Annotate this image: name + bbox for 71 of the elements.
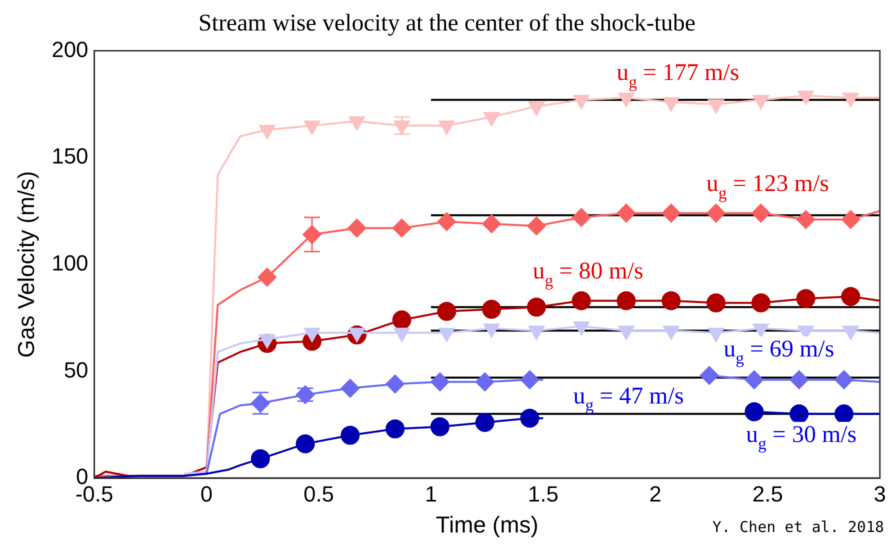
- point: [751, 204, 770, 223]
- x-tick-label: 2: [649, 481, 662, 506]
- point: [304, 120, 320, 136]
- point: [340, 426, 360, 445]
- point: [482, 300, 502, 319]
- x-tick-label: 2.5: [752, 481, 783, 506]
- point: [520, 370, 540, 390]
- point: [751, 293, 770, 312]
- point: [430, 372, 450, 392]
- y-tick-label: 150: [52, 144, 88, 169]
- point: [706, 293, 726, 312]
- point: [841, 210, 860, 230]
- point: [616, 204, 636, 223]
- point: [834, 370, 854, 390]
- point: [348, 116, 366, 131]
- x-tick-label: 0.5: [303, 481, 334, 506]
- point: [798, 90, 814, 106]
- point: [708, 99, 724, 114]
- x-tick-label: 3: [874, 481, 886, 506]
- point: [438, 120, 455, 136]
- point: [482, 214, 502, 234]
- y-tick-label: 100: [52, 250, 88, 276]
- point: [834, 404, 854, 424]
- point: [572, 208, 591, 227]
- point: [347, 218, 366, 238]
- point: [752, 94, 770, 110]
- point: [392, 218, 412, 238]
- point: [437, 302, 456, 321]
- point: [700, 366, 719, 385]
- x-tick-label: 1.5: [528, 481, 559, 506]
- point: [616, 291, 636, 310]
- y-axis-title: Gas Velocity (m/s): [13, 171, 40, 358]
- point: [573, 94, 590, 110]
- x-axis-title: Time (ms): [436, 512, 538, 538]
- point: [483, 112, 500, 127]
- x-tick-label: 1: [424, 481, 438, 506]
- point: [520, 408, 540, 428]
- point: [662, 204, 681, 223]
- point: [475, 372, 494, 392]
- point: [790, 404, 809, 424]
- point: [258, 124, 276, 140]
- point: [258, 268, 277, 287]
- y-tick-label: 50: [64, 357, 88, 382]
- point: [618, 92, 635, 108]
- point: [706, 204, 726, 223]
- point: [842, 92, 859, 108]
- point: [841, 286, 860, 306]
- point: [744, 402, 764, 422]
- point: [796, 289, 816, 308]
- point: [386, 419, 405, 438]
- chart-title: Stream wise velocity at the center of the shock-tube: [198, 10, 696, 37]
- point: [392, 310, 412, 330]
- point: [662, 97, 680, 112]
- point: [572, 291, 591, 310]
- point: [340, 378, 360, 398]
- point: [430, 417, 450, 436]
- point: [475, 412, 494, 432]
- point: [528, 101, 545, 116]
- point: [526, 216, 546, 236]
- point: [250, 449, 270, 468]
- point: [526, 298, 546, 317]
- point: [662, 291, 681, 310]
- y-tick-label: 200: [52, 36, 88, 62]
- point: [790, 370, 809, 390]
- point: [744, 370, 764, 390]
- point: [796, 210, 816, 230]
- point: [386, 374, 405, 394]
- point: [296, 434, 315, 454]
- point: [437, 212, 456, 232]
- x-tick-label: 0: [200, 481, 213, 506]
- text: Y. Chen et al. 2018: [712, 518, 884, 536]
